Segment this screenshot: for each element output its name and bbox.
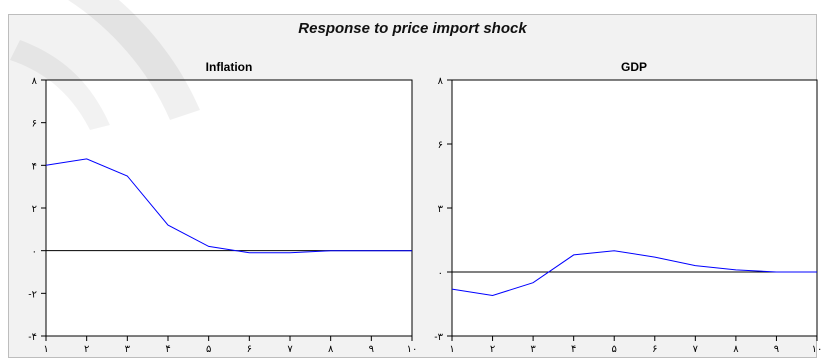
x-tick-label-gdp: ۳ <box>530 344 536 355</box>
y-axis-gdp: -۳ ۰ ۳ ۶ ۸ <box>434 76 452 343</box>
y-tick-label-gdp: ۰ <box>438 268 443 279</box>
chart-gdp: GDP -۳ ۰ ۳ ۶ ۸ ۱ ۲ ۳ ۴ ۵ ۶ ۷ ۸ ۹ ۱۰ <box>434 60 822 355</box>
x-tick-label-gdp: ۶ <box>652 344 657 355</box>
x-tick-label-inflation: ۲ <box>84 344 89 355</box>
x-tick-label-inflation: ۹ <box>369 344 374 355</box>
x-tick-label-gdp: ۸ <box>733 344 739 355</box>
x-tick-label-inflation: ۸ <box>328 344 334 355</box>
y-tick-label-inflation: ۸ <box>32 76 38 87</box>
y-tick-label-inflation: ۴ <box>32 161 37 172</box>
plot-area-gdp <box>451 79 818 337</box>
y-axis-inflation: -۴ -۲ ۰ ۲ ۴ ۶ ۸ <box>28 76 46 343</box>
x-tick-label-inflation: ۶ <box>247 344 252 355</box>
x-tick-label-gdp: ۷ <box>693 344 699 355</box>
y-tick-label-gdp: ۶ <box>438 140 443 151</box>
x-tick-label-inflation: ۴ <box>165 344 170 355</box>
figure-title: Response to price import shock <box>298 20 527 37</box>
x-tick-label-gdp: ۵ <box>612 344 617 355</box>
x-tick-label-inflation: ۳ <box>125 344 131 355</box>
x-tick-label-inflation: ۵ <box>206 344 211 355</box>
x-tick-label-gdp: ۴ <box>571 344 576 355</box>
y-tick-label-inflation: -۲ <box>28 289 37 300</box>
x-tick-label-inflation: ۱۰ <box>407 344 418 355</box>
x-tick-label-gdp: ۱۰ <box>812 344 823 355</box>
series-line-inflation <box>45 158 412 254</box>
x-axis-gdp: ۱ ۲ ۳ ۴ ۵ ۶ ۷ ۸ ۹ ۱۰ <box>449 336 822 355</box>
y-tick-label-gdp: ۳ <box>438 204 444 215</box>
y-tick-label-inflation: ۶ <box>32 119 37 130</box>
x-axis-inflation: ۱ ۲ ۳ ۴ ۵ ۶ ۷ ۸ ۹ ۱۰ <box>43 336 417 355</box>
y-tick-label-inflation: -۴ <box>28 332 37 343</box>
y-tick-label-gdp: -۳ <box>434 332 443 343</box>
y-tick-label-inflation: ۰ <box>32 247 37 258</box>
series-line-gdp <box>451 250 817 297</box>
chart-inflation: Inflation -۴ -۲ ۰ ۲ ۴ ۶ ۸ ۱ ۲ ۳ ۴ ۵ ۶ ۷ ۸ ۹ ۱۰ <box>28 60 417 355</box>
x-tick-label-gdp: ۲ <box>490 344 495 355</box>
x-tick-label-inflation: ۱ <box>43 344 48 355</box>
chart-title-gdp: GDP <box>621 60 647 74</box>
x-tick-label-gdp: ۹ <box>774 344 779 355</box>
x-tick-label-inflation: ۷ <box>287 344 293 355</box>
y-tick-label-gdp: ۸ <box>438 76 444 87</box>
chart-title-inflation: Inflation <box>206 60 253 74</box>
x-tick-label-gdp: ۱ <box>449 344 454 355</box>
plot-area-inflation <box>45 79 413 337</box>
y-tick-label-inflation: ۲ <box>32 204 37 215</box>
